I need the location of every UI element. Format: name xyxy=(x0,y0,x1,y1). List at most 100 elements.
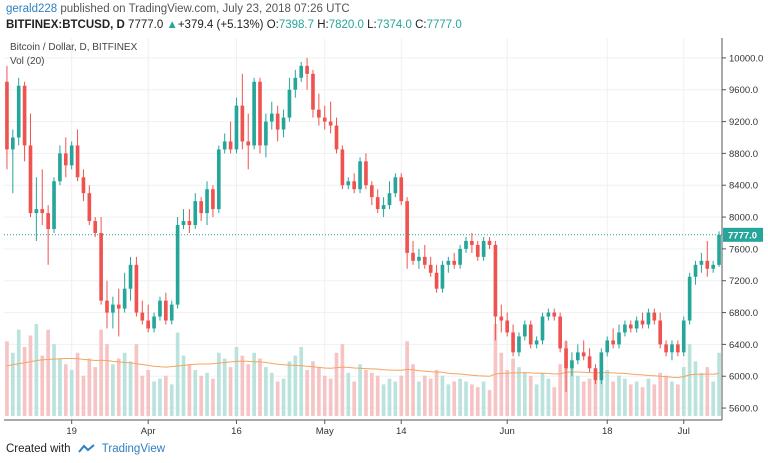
candle-body xyxy=(81,177,86,194)
candle-body xyxy=(534,340,539,345)
volume-bar xyxy=(105,344,109,416)
change-arrow-icon: ▲ xyxy=(166,19,178,31)
candle-body xyxy=(393,177,398,194)
tradingview-brand[interactable]: TradingView xyxy=(101,443,166,455)
volume-bar xyxy=(211,378,215,416)
candle-body xyxy=(452,260,457,265)
candle-body xyxy=(564,348,568,369)
last-price-label-bg xyxy=(723,227,763,242)
time-tick-label: 14 xyxy=(396,426,407,437)
time-tick-label: 18 xyxy=(602,426,613,437)
candle-body xyxy=(175,225,180,305)
volume-bar xyxy=(87,358,92,416)
time-tick-label: 19 xyxy=(66,426,77,437)
candle-body xyxy=(646,312,651,325)
open-label: O: xyxy=(266,19,279,31)
volume-bar xyxy=(652,384,657,416)
candle-body xyxy=(228,141,233,150)
volume-bar xyxy=(28,335,33,416)
candle-body xyxy=(158,300,162,317)
volume-bar xyxy=(664,375,668,416)
volume-bar xyxy=(617,375,621,416)
candle-body xyxy=(470,240,474,245)
candle-body xyxy=(575,352,580,361)
price-chart[interactable]: 5600.0 6000.0 6400.0 6800.0 7200.0 7600.0 8000… xyxy=(0,38,768,438)
volume-bar xyxy=(405,341,409,416)
price-tick-label: 10000.0 xyxy=(729,53,763,64)
candle-body xyxy=(5,81,9,150)
volume-indicator-label: Vol (20) xyxy=(10,56,44,67)
price-tick-label: 6000.0 xyxy=(729,372,758,383)
candle-body xyxy=(546,312,551,317)
volume-bar xyxy=(281,378,286,416)
candle-body xyxy=(540,316,545,341)
volume-bar xyxy=(81,375,86,416)
volume-bar xyxy=(440,375,445,416)
candle-body xyxy=(128,264,133,289)
volume-bar xyxy=(634,381,639,416)
candle-body xyxy=(258,81,262,146)
volume-bar xyxy=(381,384,386,416)
volume-bar xyxy=(599,361,604,416)
candle-body xyxy=(411,252,415,261)
axes: 5600.0 6000.0 6400.0 6800.0 7200.0 7600.0 8000… xyxy=(4,38,763,437)
candle-body xyxy=(322,117,327,122)
candle-body xyxy=(658,320,663,345)
volume-bar xyxy=(358,364,362,416)
candle-body xyxy=(246,141,251,146)
candle-body xyxy=(717,234,721,265)
price-tick-label: 8800.0 xyxy=(729,149,758,160)
candle-body xyxy=(640,320,645,325)
volume-bar xyxy=(175,332,180,416)
candle-body xyxy=(464,240,468,249)
high-label: H: xyxy=(317,19,329,31)
candle-body xyxy=(269,113,274,122)
candle-body xyxy=(264,121,268,146)
candle-body xyxy=(399,177,404,202)
volume-bar xyxy=(293,355,298,416)
volume-bar xyxy=(5,341,9,416)
volume-bar xyxy=(116,358,121,416)
volume-bar xyxy=(493,324,498,416)
candle-body xyxy=(46,213,50,229)
volume-bar xyxy=(158,378,162,416)
volume-bar xyxy=(111,364,115,416)
price-tick-label: 5600.0 xyxy=(729,404,758,415)
chart-header: gerald228 published on TradingView.com, … xyxy=(0,0,768,38)
volume-bar xyxy=(152,381,156,416)
candle-body xyxy=(481,240,486,257)
volume-bar xyxy=(222,358,227,416)
chart-area[interactable]: 5600.0 6000.0 6400.0 6800.0 7200.0 7600.0 8000… xyxy=(0,38,768,438)
candle-body xyxy=(558,316,562,349)
volume-bar xyxy=(393,381,398,416)
candle-body xyxy=(634,320,639,329)
symbol-name[interactable]: BITFINEX:BTCUSD, D xyxy=(6,19,125,31)
volume-bars xyxy=(5,324,721,416)
volume-bar xyxy=(317,367,321,416)
volume-bar xyxy=(681,367,686,416)
candle-body xyxy=(252,81,256,146)
candle-body xyxy=(58,153,62,182)
price-tick-label: 9200.0 xyxy=(729,117,758,128)
candle-body xyxy=(511,332,515,353)
candle-body xyxy=(405,201,409,253)
volume-bar xyxy=(346,372,351,416)
author-link[interactable]: gerald228 xyxy=(6,3,58,15)
volume-bar xyxy=(693,361,698,416)
volume-bar xyxy=(558,364,562,416)
candle-body xyxy=(440,264,445,289)
candle-body xyxy=(187,221,192,226)
candle-body xyxy=(134,264,139,313)
volume-bar xyxy=(587,378,592,416)
candle-body xyxy=(628,324,633,329)
candle-body xyxy=(40,209,45,214)
candle-body xyxy=(458,248,462,265)
volume-bar xyxy=(164,375,168,416)
candle-body xyxy=(164,300,168,321)
created-with-text: Created with xyxy=(6,443,71,455)
volume-bar xyxy=(187,364,192,416)
candle-body xyxy=(240,105,245,142)
candle-body xyxy=(146,320,151,329)
candle-body xyxy=(299,65,304,78)
candle-body xyxy=(587,356,592,369)
